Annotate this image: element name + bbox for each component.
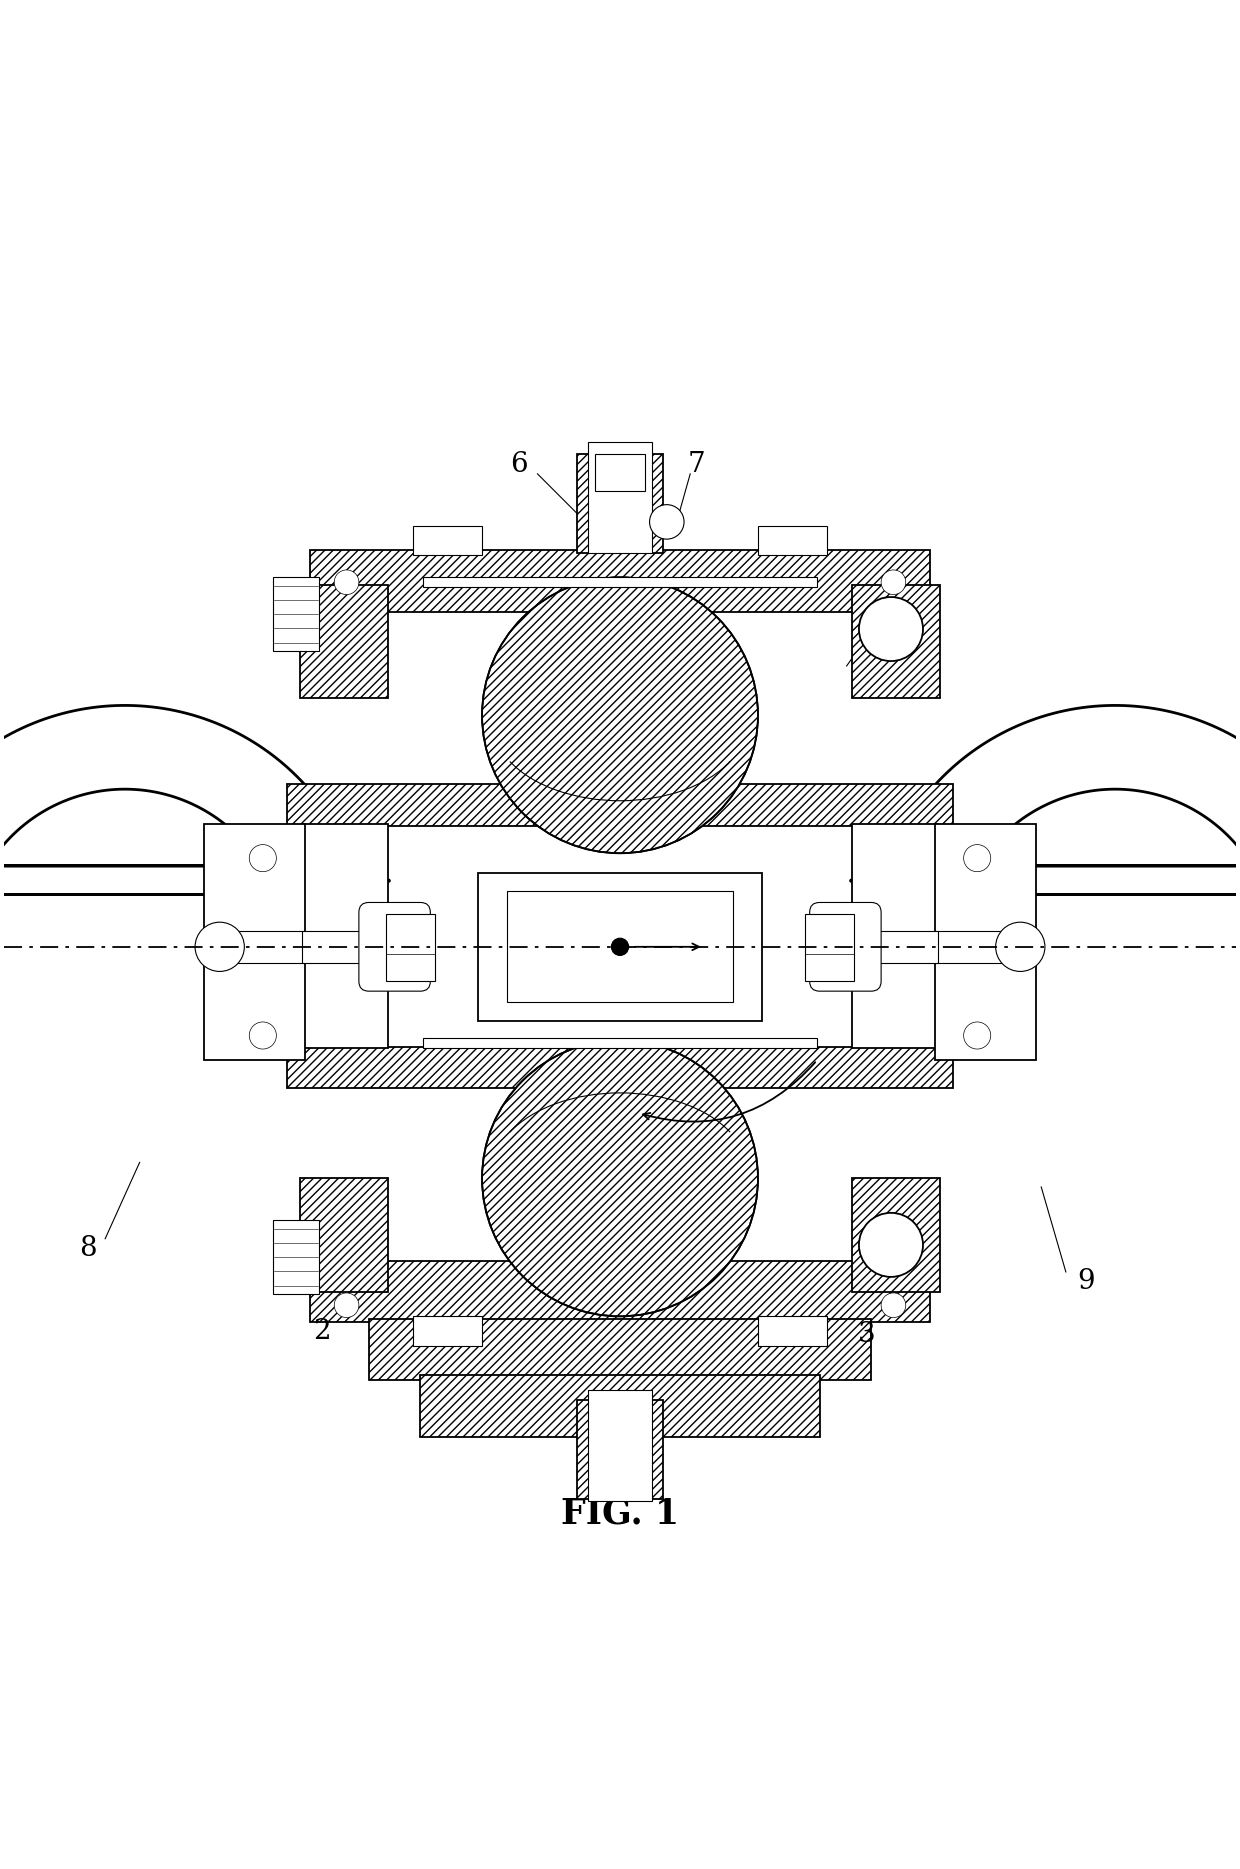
- Circle shape: [996, 921, 1045, 972]
- Circle shape: [249, 1022, 277, 1049]
- Bar: [413, 1316, 482, 1346]
- Bar: [420, 1376, 820, 1437]
- Text: FIG. 1: FIG. 1: [560, 1497, 680, 1531]
- Text: 1: 1: [611, 1435, 629, 1462]
- Circle shape: [611, 938, 629, 955]
- Bar: [805, 914, 854, 981]
- FancyBboxPatch shape: [358, 903, 430, 991]
- Circle shape: [882, 1293, 905, 1318]
- Bar: [935, 931, 1037, 963]
- Text: 2: 2: [314, 1318, 331, 1344]
- Text: 9: 9: [1076, 1269, 1095, 1295]
- Bar: [288, 1047, 952, 1088]
- Bar: [273, 1220, 320, 1293]
- Circle shape: [195, 921, 244, 972]
- Bar: [758, 525, 827, 555]
- Circle shape: [335, 570, 358, 594]
- Circle shape: [335, 1293, 358, 1318]
- Bar: [479, 873, 761, 1020]
- Bar: [852, 1177, 940, 1291]
- Bar: [413, 525, 482, 555]
- Circle shape: [482, 1041, 758, 1316]
- Circle shape: [859, 596, 923, 662]
- Bar: [507, 892, 733, 1002]
- Bar: [852, 585, 940, 697]
- FancyBboxPatch shape: [810, 903, 882, 991]
- Circle shape: [859, 1213, 923, 1277]
- Circle shape: [882, 570, 905, 594]
- Bar: [595, 454, 645, 492]
- Bar: [817, 910, 873, 983]
- Bar: [273, 578, 320, 650]
- Bar: [203, 931, 305, 963]
- Bar: [588, 1391, 652, 1501]
- Bar: [303, 931, 382, 963]
- Bar: [935, 824, 1037, 1060]
- Circle shape: [482, 578, 758, 854]
- Bar: [423, 578, 817, 587]
- Bar: [303, 824, 388, 1049]
- Circle shape: [650, 505, 684, 538]
- Bar: [203, 824, 305, 1060]
- Text: 5: 5: [301, 622, 319, 650]
- Text: 4: 4: [872, 622, 890, 650]
- Bar: [852, 824, 937, 1049]
- Text: 8: 8: [79, 1235, 97, 1262]
- Bar: [423, 1037, 817, 1049]
- Bar: [310, 1262, 930, 1323]
- Bar: [858, 931, 937, 963]
- Bar: [577, 1400, 663, 1499]
- Text: 6: 6: [510, 450, 528, 477]
- Bar: [368, 1320, 872, 1381]
- Bar: [758, 1316, 827, 1346]
- Circle shape: [249, 845, 277, 871]
- Bar: [300, 1177, 388, 1291]
- Bar: [300, 585, 388, 697]
- Bar: [588, 441, 652, 553]
- Bar: [386, 914, 435, 981]
- Bar: [367, 910, 423, 983]
- Bar: [288, 785, 952, 826]
- Text: 7: 7: [687, 450, 706, 477]
- Bar: [577, 454, 663, 553]
- Text: 3: 3: [858, 1321, 875, 1348]
- Circle shape: [963, 1022, 991, 1049]
- Circle shape: [963, 845, 991, 871]
- Bar: [310, 549, 930, 611]
